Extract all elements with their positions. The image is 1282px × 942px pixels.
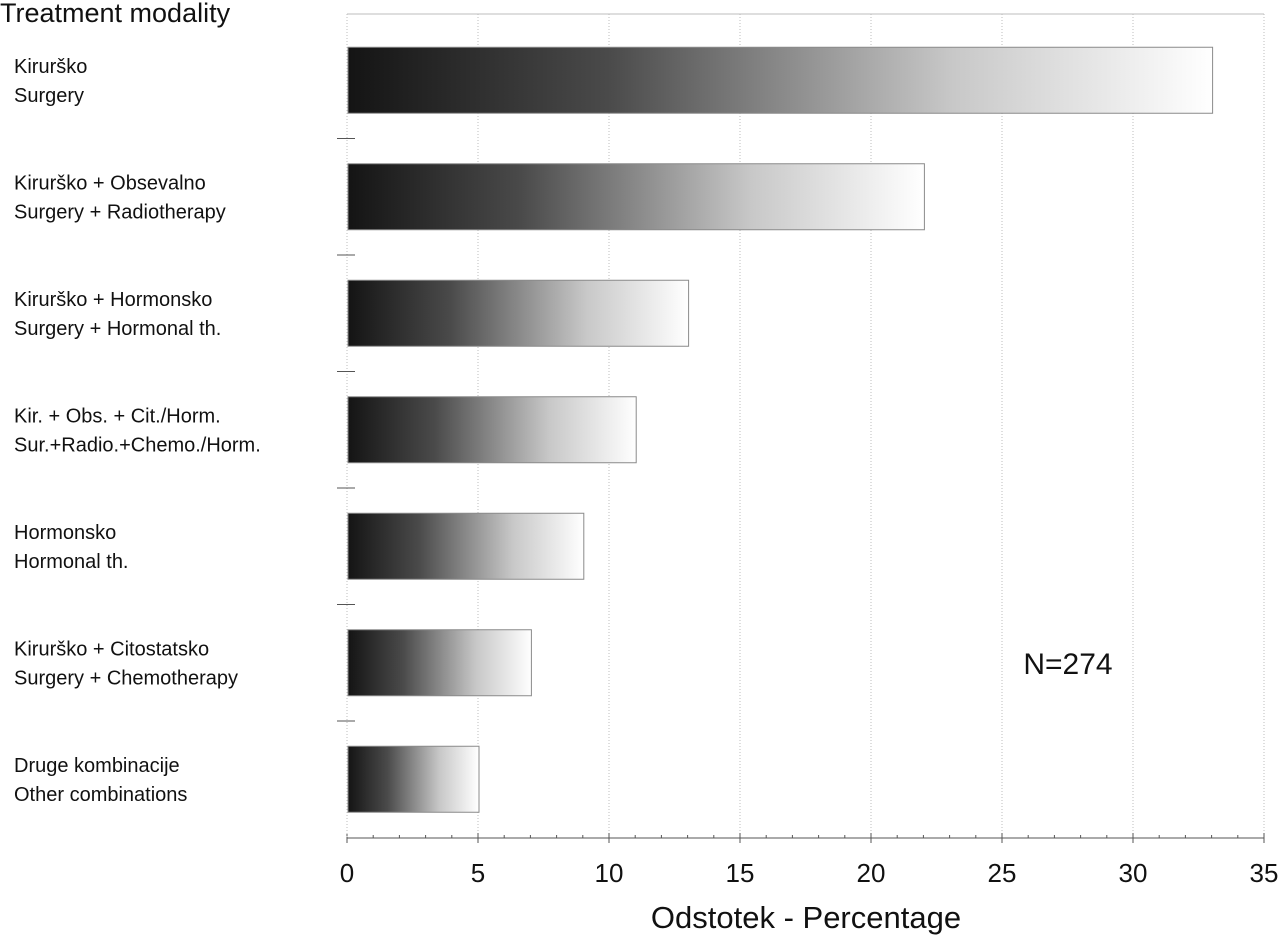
bar-2 [347,163,925,231]
category-label-1-line-2: Surgery [14,85,84,107]
bar-3 [347,279,690,347]
bar-layer [347,46,1214,813]
x-tick-label-15: 15 [726,858,755,888]
x-tick-label-10: 10 [595,858,624,888]
bar-1 [347,46,1214,114]
x-tick-label-20: 20 [857,858,886,888]
bar-6 [347,629,532,697]
category-label-4-line-1: Kir. + Obs. + Cit./Horm. [14,405,221,427]
category-label-1-line-1: Kirurško [14,56,87,78]
x-tick-label-5: 5 [471,858,485,888]
chart-title: Treatment modality [0,0,231,28]
x-tick-label-25: 25 [988,858,1017,888]
category-label-3-line-1: Kirurško + Hormonsko [14,289,212,311]
category-label-4-line-2: Sur.+Radio.+Chemo./Horm. [14,434,261,456]
x-tick-label-0: 0 [340,858,354,888]
bar-4 [347,396,637,464]
category-label-3-line-2: Surgery + Hormonal th. [14,318,221,340]
label-layer: Kirurško Surgery Kirurško + Obsevalno Surge… [14,56,261,806]
axis-layer: 0 5 10 15 20 25 30 35 [337,14,1278,888]
category-label-5-line-1: Hormonsko [14,522,116,544]
category-label-6-line-1: Kirurško + Citostatsko [14,638,209,660]
x-axis-title: Odstotek - Percentage [651,900,961,935]
x-tick-label-30: 30 [1119,858,1148,888]
category-label-7-line-1: Druge kombinacije [14,755,180,777]
category-label-6-line-2: Surgery + Chemotherapy [14,667,238,689]
bar-7 [347,745,480,813]
category-label-7-line-2: Other combinations [14,784,187,806]
category-label-5-line-2: Hormonal th. [14,551,129,573]
category-label-2-line-2: Surgery + Radiotherapy [14,201,226,223]
category-label-2-line-1: Kirurško + Obsevalno [14,172,206,194]
bar-5 [347,512,585,580]
n-annotation: N=274 [1023,648,1112,681]
x-tick-label-35: 35 [1250,858,1279,888]
